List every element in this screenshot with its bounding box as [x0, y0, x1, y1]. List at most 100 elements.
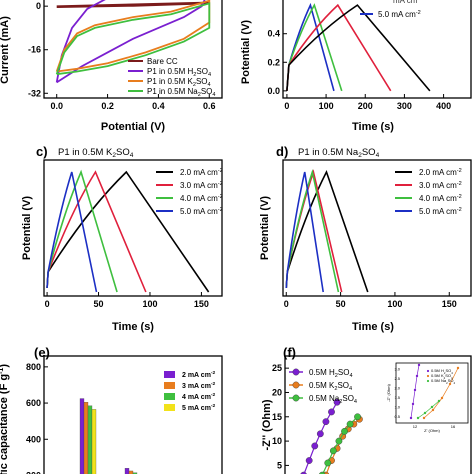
- panel-a-series-1: [55, 0, 206, 84]
- panel-e-legend-label: 2 mA cm-2: [182, 370, 216, 379]
- panel-f-inset-point: [415, 374, 419, 378]
- x-tick-label: 200: [358, 101, 373, 111]
- panel-f-inset-point: [409, 416, 413, 420]
- panel-f-series: [300, 398, 363, 474]
- y-tick-label: 200: [26, 470, 41, 474]
- panel-e-legend-swatch: [164, 371, 175, 378]
- panel-a-ticks: 0.0 0.2 0.4 0.6 0 -16 -32: [28, 1, 216, 111]
- panel-e-bar: [128, 470, 134, 474]
- panel-c-ticks: 0 50 100 150: [45, 292, 209, 309]
- panel-f-ticks: 5 10 15 20 25: [272, 363, 289, 470]
- y-tick-label: 600: [26, 398, 41, 408]
- panel-f-legend-marker: [292, 368, 300, 376]
- y-tick-label: 0.0: [267, 86, 280, 96]
- panel-f-inset-point: [413, 388, 417, 392]
- panel-e-legend: 2 mA cm-2 3 mA cm-2 4 mA cm-2 5 mA cm-2: [164, 370, 216, 412]
- panel-e-legend-label: 3 mA cm-2: [182, 381, 216, 390]
- panel-b-xlabel: Time (s): [352, 121, 394, 133]
- panel-d-series-3: [285, 171, 324, 293]
- y-tick-label: -16: [28, 45, 41, 55]
- panel-e-legend-swatch: [164, 404, 175, 411]
- panel-f-legend-label: 0.5M H2SO4: [309, 368, 353, 379]
- panel-b-legend-label: 5.0 mA cm-2: [378, 10, 421, 19]
- panel-c-ylabel: Potential (V): [21, 196, 33, 261]
- panel-f-inset-ytick: 0.5: [394, 414, 400, 419]
- panel-c-letter: c): [36, 144, 48, 159]
- panel-c-gcd-chart: c) P1 in 0.5M K2SO4 0 50 100 150 Potential …: [21, 144, 223, 333]
- panel-d-letter: d): [276, 144, 288, 159]
- panel-f-legend-marker: [292, 381, 300, 389]
- panel-a-series-3: [55, 2, 211, 76]
- panel-e-frame: [43, 355, 223, 474]
- x-tick-label: 0.0: [50, 101, 63, 111]
- panel-b-frame: [282, 0, 472, 99]
- panel-f-point: [346, 420, 354, 428]
- panel-f-ylabel: -Z'' (Ohm): [261, 399, 273, 450]
- panel-c-legend-label: 2.0 mA cm-2: [180, 168, 223, 177]
- panel-f-point: [329, 447, 337, 455]
- panel-b-gcd-chart: 0 100 200 300 400 0.0 0.2 0.4 Potential (V) Tim…: [240, 0, 472, 133]
- panel-f-point: [300, 471, 307, 474]
- panel-f-point: [322, 418, 330, 426]
- panel-c-legend: 2.0 mA cm-2 3.0 mA cm-2 4.0 mA cm-2 5.0 mA …: [156, 168, 223, 216]
- panel-f-inset-ytick: 2.0: [394, 386, 400, 391]
- panel-a-legend-label: P1 in 0.5M K2SO4: [147, 77, 211, 88]
- panel-c-series-3: [46, 171, 98, 293]
- panel-e-bar: [87, 405, 93, 474]
- y-tick-label: 15: [272, 412, 282, 422]
- panel-d-legend-label: 4.0 mA cm-2: [419, 194, 462, 203]
- panel-f-inset-point: [417, 363, 421, 367]
- panel-c-series-1: [46, 170, 147, 293]
- panel-e-bar: [91, 409, 97, 474]
- panel-b-ticks: 0 100 200 300 400 0.0 0.2 0.4: [267, 29, 451, 111]
- panel-f-legend-label: 0.5M K2SO4: [309, 381, 352, 392]
- panel-a-ylabel: Current (mA): [0, 16, 11, 84]
- panel-f-point: [333, 398, 341, 406]
- x-tick-label: 100: [387, 299, 402, 309]
- x-tick-label: 0: [45, 299, 50, 309]
- panel-f-inset-legend-label: 0.5M H2SO4: [431, 368, 453, 375]
- panel-e-legend-swatch: [164, 393, 175, 400]
- panel-c-legend-label: 3.0 mA cm-2: [180, 181, 223, 190]
- x-tick-label: 0.6: [203, 101, 216, 111]
- panel-d-ylabel: Potential (V): [259, 196, 271, 261]
- panel-a-frame: [43, 0, 223, 99]
- x-tick-label: 150: [442, 299, 457, 309]
- panel-b-series-3: [286, 4, 431, 92]
- panel-f-point: [335, 437, 343, 445]
- y-tick-label: 0: [36, 1, 41, 11]
- panel-e-ticks: 200 400 600 800: [26, 362, 48, 474]
- panel-f-inset-frame: [395, 362, 469, 424]
- panel-f-point: [354, 413, 361, 421]
- y-tick-label: -32: [28, 88, 41, 98]
- y-tick-label: 10: [272, 436, 282, 446]
- panel-e-bar-chart: (e) 200 400 600 800 fic capacitance (F g-1)…: [0, 345, 223, 474]
- panel-d-series-2: [285, 168, 340, 293]
- panel-f-inset-legend-label: 0.5M Na2SO4: [431, 378, 455, 385]
- panel-f-inset-ytick: 3.0: [394, 367, 400, 372]
- panel-f-inset-point: [411, 402, 415, 406]
- panel-d-series: [285, 168, 369, 293]
- panel-b-series: [286, 2, 431, 92]
- panel-b-ylabel: Potential (V): [240, 20, 252, 85]
- panel-e-legend-label: 4 mA cm-2: [182, 392, 216, 401]
- panel-d-series-0: [285, 169, 369, 293]
- panel-f-legend-label: 0.5M Na2SO4: [309, 394, 357, 405]
- panel-a-series-0: [56, 1, 210, 8]
- panel-f-point: [318, 471, 326, 474]
- x-tick-label: 50: [94, 299, 104, 309]
- panel-d-xlabel: Time (s): [352, 321, 394, 333]
- panel-b-series-0: [286, 2, 335, 92]
- panel-f-legend: 0.5M H2SO4 0.5M K2SO4 0.5M Na2SO4: [289, 368, 357, 405]
- panel-d-frame: [282, 159, 472, 297]
- panel-f-inset: 3.0 2.5 2.0 1.5 1.0 0.5 12 16 Z' (Ohm) -Z'' (Ohm)…: [386, 362, 469, 433]
- panel-f-inset-xtick: 16: [451, 424, 456, 429]
- panel-d-ticks: 0 50 100 150: [284, 292, 457, 309]
- panel-f-point: [341, 427, 348, 435]
- panel-a-legend-label: Bare CC: [147, 57, 178, 66]
- panel-e-bar: [79, 398, 85, 474]
- panel-f-point: [305, 457, 313, 464]
- panel-b-series-2: [286, 3, 392, 92]
- panel-d-gcd-chart: d) P1 in 0.5M Na2SO4 0 50 100 150 Potential…: [259, 144, 472, 333]
